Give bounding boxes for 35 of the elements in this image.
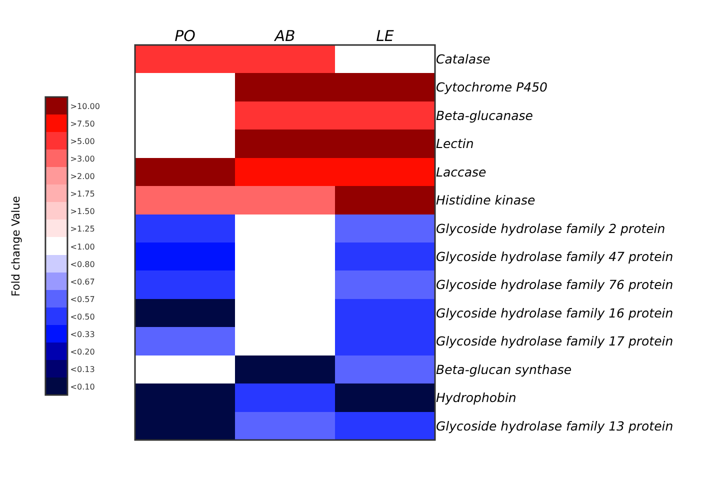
x-tick-label: PO (174, 27, 196, 45)
color-bar-label: >10.00 (70, 102, 100, 112)
y-tick-label: Glycoside hydrolase family 76 protein (436, 277, 674, 292)
y-tick-label: Beta-glucan synthase (436, 362, 572, 377)
y-tick-label: Histidine kinase (436, 192, 536, 208)
y-tick-label: Hydrophobin (436, 390, 516, 406)
color-bar-label: >1.25 (70, 224, 95, 234)
color-bar-label: >1.50 (70, 207, 95, 216)
x-tick-label: AB (274, 27, 296, 45)
y-tick-label: Catalase (436, 51, 491, 66)
y-tick-label: Lectin (436, 136, 474, 152)
y-tick-label: Beta-glucanase (436, 108, 534, 123)
color-bar-label: >2.00 (70, 172, 95, 182)
y-tick-label: Glycoside hydrolase family 16 protein (436, 305, 674, 320)
color-bar-label: <0.67 (70, 277, 95, 286)
color-bar-label: <0.80 (70, 260, 95, 269)
color-bar-label: <0.13 (70, 364, 95, 374)
color-bar-label: <1.00 (70, 242, 95, 252)
y-tick-label: Glycoside hydrolase family 2 protein (436, 220, 666, 236)
x-tick-label: LE (376, 27, 394, 45)
color-bar-title: Fold change Value (10, 196, 23, 296)
y-tick-label: Cytochrome P450 (436, 80, 548, 95)
y-tick-label: Glycoside hydrolase family 17 protein (436, 334, 674, 349)
y-tick-label: Laccase (436, 164, 487, 180)
color-bar-label: <0.50 (70, 312, 95, 322)
color-bar-label: >3.00 (70, 154, 95, 164)
color-bar-label: <0.10 (70, 382, 95, 392)
color-bar-label: >5.00 (70, 137, 95, 146)
y-tick-label: Glycoside hydrolase family 47 protein (436, 248, 674, 264)
color-bar-label: >1.75 (70, 190, 95, 199)
color-bar-label: >7.50 (70, 120, 95, 129)
color-bar-label: <0.57 (70, 294, 95, 304)
color-bar-label: <0.20 (70, 347, 95, 356)
y-tick-label: Glycoside hydrolase family 13 protein (436, 418, 674, 434)
color-bar-label: <0.33 (70, 330, 95, 339)
